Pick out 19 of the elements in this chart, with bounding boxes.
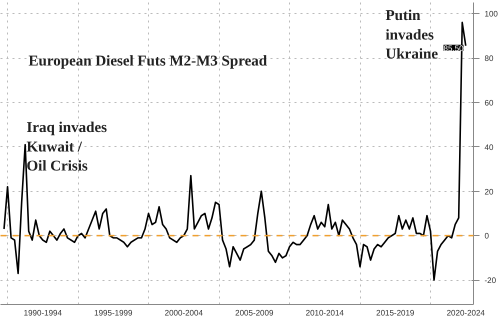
x-tick-label: 2010-2014 bbox=[306, 308, 344, 318]
y-tick-label: 20 bbox=[484, 187, 494, 196]
x-tick-label: 2015-2019 bbox=[376, 308, 415, 318]
annotation: Putin invades Ukraine bbox=[386, 8, 438, 62]
annotation: Iraq invades Kuwait / Oil Crisis bbox=[26, 120, 108, 174]
y-tick-label: 40 bbox=[484, 142, 494, 152]
y-tick-label: -20 bbox=[484, 276, 497, 286]
y-tick-label: 80 bbox=[484, 54, 494, 64]
x-tick-label: 1990-1994 bbox=[24, 308, 62, 318]
line-series bbox=[3, 22, 467, 281]
annotation: 85.50 bbox=[444, 44, 464, 53]
x-tick-label: 1995-1999 bbox=[94, 308, 133, 318]
x-tick-label: 2000-2004 bbox=[164, 308, 204, 318]
y-tick-label: 60 bbox=[484, 98, 494, 108]
y-tick-label: 0 bbox=[484, 232, 490, 241]
text: European Diesel Futs M2-M3 Spread bbox=[28, 54, 268, 70]
y-tick-label: 100 bbox=[484, 10, 498, 19]
x-tick-label: 2020-2024 bbox=[446, 308, 486, 318]
x-tick-label: 2005-2009 bbox=[235, 308, 274, 318]
